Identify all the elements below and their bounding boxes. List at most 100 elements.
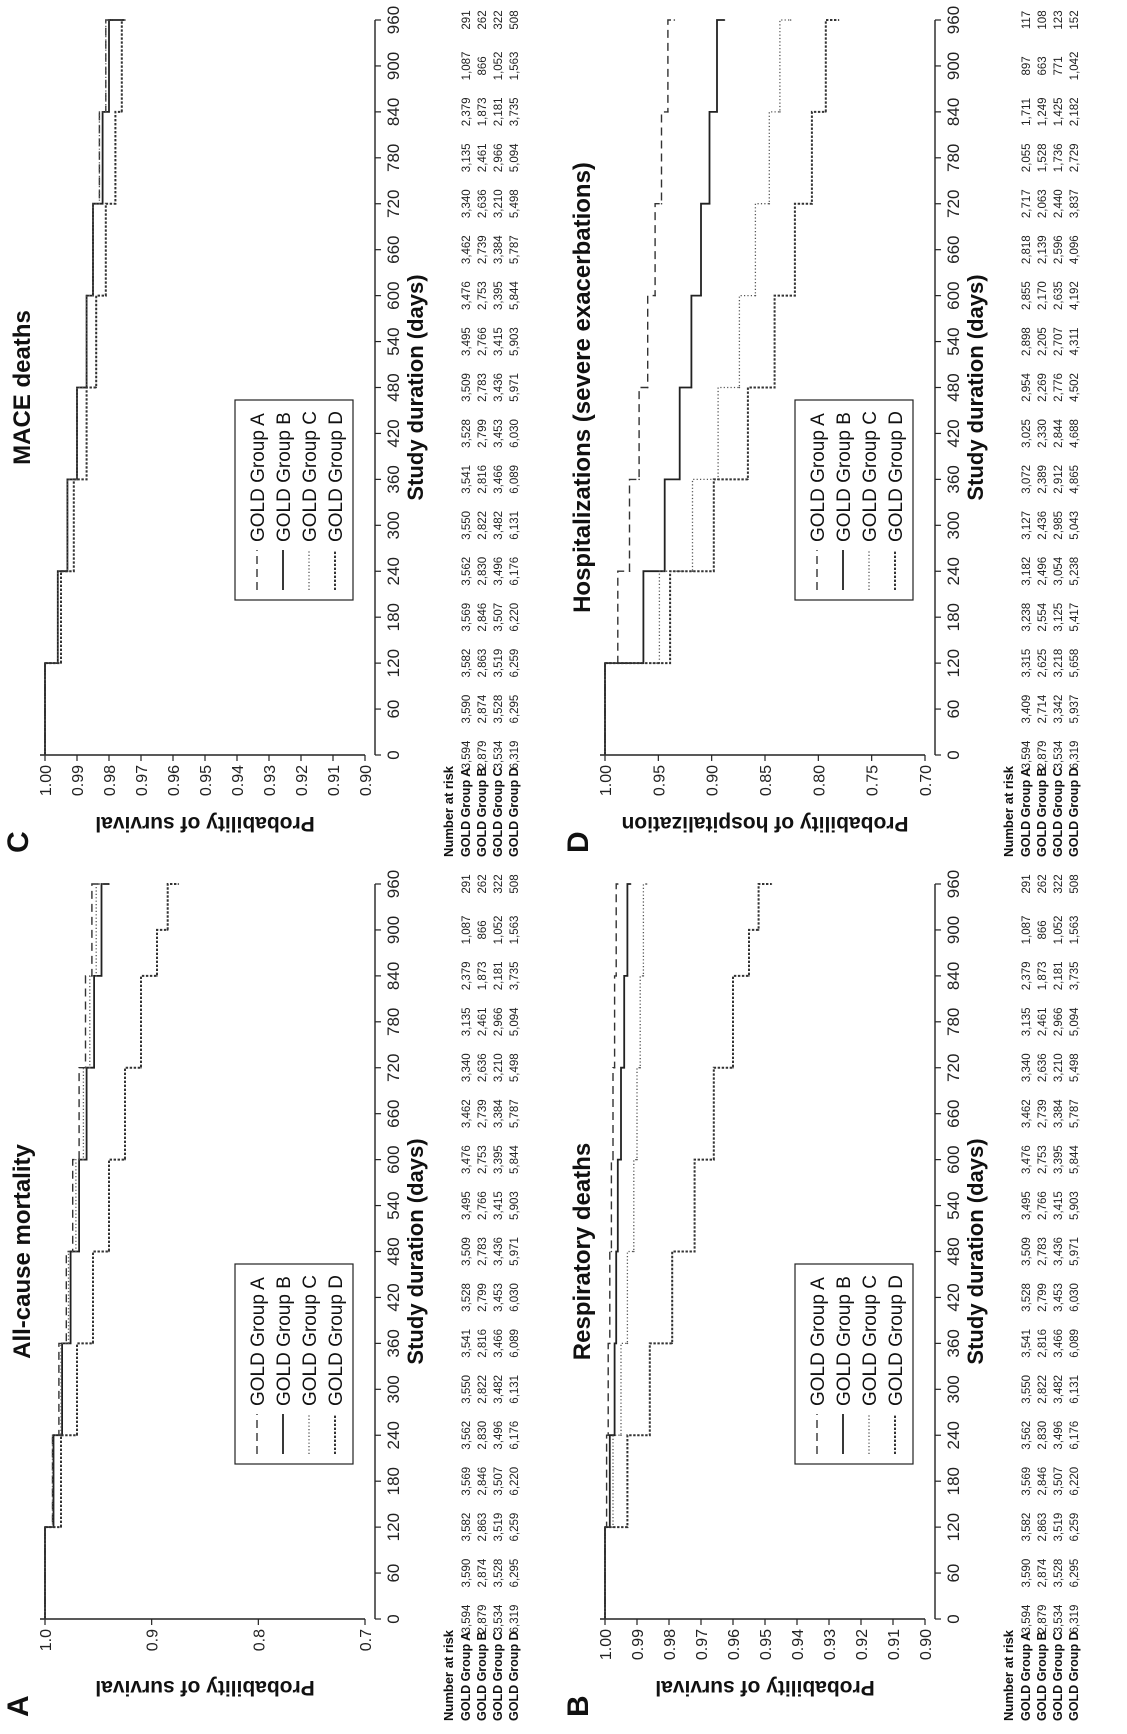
data-point — [754, 294, 757, 297]
x-axis-label: Study duration (days) — [963, 1138, 988, 1364]
data-point — [613, 1434, 616, 1437]
y-tick-label: 0.90 — [705, 765, 722, 796]
data-point — [645, 883, 648, 885]
x-tick-label: 420 — [384, 419, 403, 447]
risk-table-cell: 2,879 — [477, 741, 489, 770]
x-tick-label: 900 — [384, 916, 403, 944]
risk-table-cell: 3,384 — [1053, 1099, 1065, 1128]
risk-table-cell: 5,787 — [509, 235, 521, 264]
risk-table-cell: 3,534 — [1053, 1604, 1065, 1633]
x-tick-label: 360 — [944, 1329, 963, 1357]
x-tick-label: 60 — [384, 700, 403, 719]
risk-table-cell: 3,590 — [461, 695, 473, 724]
x-tick-label: 840 — [944, 962, 963, 990]
x-tick-label: 840 — [384, 962, 403, 990]
risk-table-cell: 3,534 — [493, 1604, 505, 1633]
risk-table-cell: 2,855 — [1021, 281, 1033, 310]
risk-table-cell: 6,131 — [509, 511, 521, 540]
risk-table-cell: 1,087 — [461, 916, 473, 945]
x-tick-label: 660 — [944, 236, 963, 264]
risk-table-cell: 3,482 — [1053, 1375, 1065, 1404]
x-tick-label: 420 — [944, 419, 963, 447]
data-point — [747, 478, 749, 481]
data-point — [140, 1066, 142, 1069]
data-point — [75, 1250, 77, 1253]
risk-table-cell: 3,415 — [1053, 1191, 1065, 1220]
risk-table-cell: 2,846 — [477, 1467, 489, 1496]
risk-table-cell: 291 — [1021, 874, 1033, 893]
risk-table-cell: 6,030 — [1069, 1283, 1081, 1312]
x-tick-label: 780 — [944, 144, 963, 172]
risk-table-cell: 5,844 — [509, 1145, 521, 1174]
panel-letter: D — [562, 831, 595, 853]
x-tick-label: 0 — [384, 1614, 403, 1623]
risk-table-cell: 1,042 — [1069, 52, 1081, 81]
y-tick-label: 0.95 — [758, 1629, 775, 1660]
y-tick-label: 1.00 — [38, 765, 55, 796]
risk-table-cell: 3,384 — [493, 1099, 505, 1128]
data-point — [60, 662, 62, 664]
data-point — [124, 1158, 126, 1161]
data-point — [108, 111, 110, 113]
risk-table-cell: 1,711 — [1021, 98, 1033, 126]
x-tick-label: 660 — [384, 236, 403, 264]
risk-table-cell: 6,131 — [509, 1375, 521, 1404]
risk-table-cell: 3,507 — [493, 603, 505, 632]
panel-d: D Hospitalizations (severe exacerbations)… — [562, 6, 1081, 857]
legend-entry: GOLD Group A — [808, 413, 829, 542]
risk-table-title: Number at risk — [1001, 765, 1016, 857]
data-point — [723, 19, 726, 21]
chart-title: All-cause mortality — [9, 1143, 36, 1358]
risk-table-cell: 152 — [1069, 10, 1081, 29]
risk-table-cell: 3,453 — [1053, 1283, 1065, 1312]
x-tick-label: 240 — [944, 1421, 963, 1449]
x-tick-label: 900 — [384, 52, 403, 80]
x-tick-label: 480 — [944, 1237, 963, 1265]
risk-table-cell: 4,688 — [1069, 419, 1081, 448]
data-point — [626, 1342, 629, 1345]
risk-table-cell: 3,135 — [461, 1007, 473, 1036]
risk-table-cell: 3,210 — [493, 189, 505, 218]
risk-table-cell: 2,554 — [1037, 602, 1049, 631]
risk-table-cell: 6,259 — [509, 1513, 521, 1542]
risk-table-cell: 3,395 — [493, 1145, 505, 1174]
risk-table-cell: 2,783 — [477, 1237, 489, 1266]
risk-table-cell: 3,127 — [1021, 511, 1033, 540]
risk-table-cell: 3,462 — [1021, 1099, 1033, 1128]
panel-letter: B — [562, 1695, 595, 1717]
data-point — [604, 1618, 606, 1620]
risk-table-cell: 2,625 — [1037, 649, 1049, 678]
risk-table-cell: 2,985 — [1053, 511, 1065, 540]
risk-table-cell: 3,582 — [1021, 1513, 1033, 1542]
risk-table-cell: 5,937 — [1069, 695, 1081, 724]
data-point — [811, 202, 813, 205]
y-axis-label: Probability of survival — [95, 812, 314, 835]
risk-table-cell: 5,094 — [509, 143, 521, 172]
risk-table-cell: 3,476 — [461, 281, 473, 310]
risk-table-cell: 3,496 — [1053, 1421, 1065, 1450]
risk-table-cell: 3,495 — [1021, 1191, 1033, 1220]
risk-table-cell: 3,590 — [1021, 1559, 1033, 1588]
risk-table-cell: 3,569 — [461, 1467, 473, 1496]
y-tick-label: 0.98 — [102, 765, 119, 796]
data-point — [609, 1342, 611, 1345]
x-tick-label: 900 — [944, 916, 963, 944]
risk-table-cell: 2,379 — [461, 97, 473, 126]
risk-table-cell: 3,837 — [1069, 189, 1081, 218]
legend-entry: GOLD Group C — [300, 411, 321, 542]
series-line-gold-group-d — [604, 883, 772, 1619]
risk-table-cell: 2,818 — [1021, 235, 1033, 264]
data-point — [713, 1158, 715, 1161]
x-tick-label: 300 — [944, 1375, 963, 1403]
risk-table-cell: 3,466 — [1053, 1329, 1065, 1358]
legend-entry: GOLD Group C — [300, 1275, 321, 1406]
y-axis-label: Probability of survival — [655, 1676, 874, 1699]
risk-table-cell: 3,528 — [461, 1283, 473, 1312]
risk-table-cell: 6,176 — [1069, 1421, 1081, 1450]
data-point — [748, 975, 750, 977]
panel-a: A All-cause mortality Probability of survi… — [2, 870, 521, 1721]
y-axis-label: Probability of hospitalization — [621, 812, 908, 835]
risk-table-cell: 508 — [1069, 874, 1081, 893]
y-tick-label: 0.92 — [294, 765, 311, 796]
